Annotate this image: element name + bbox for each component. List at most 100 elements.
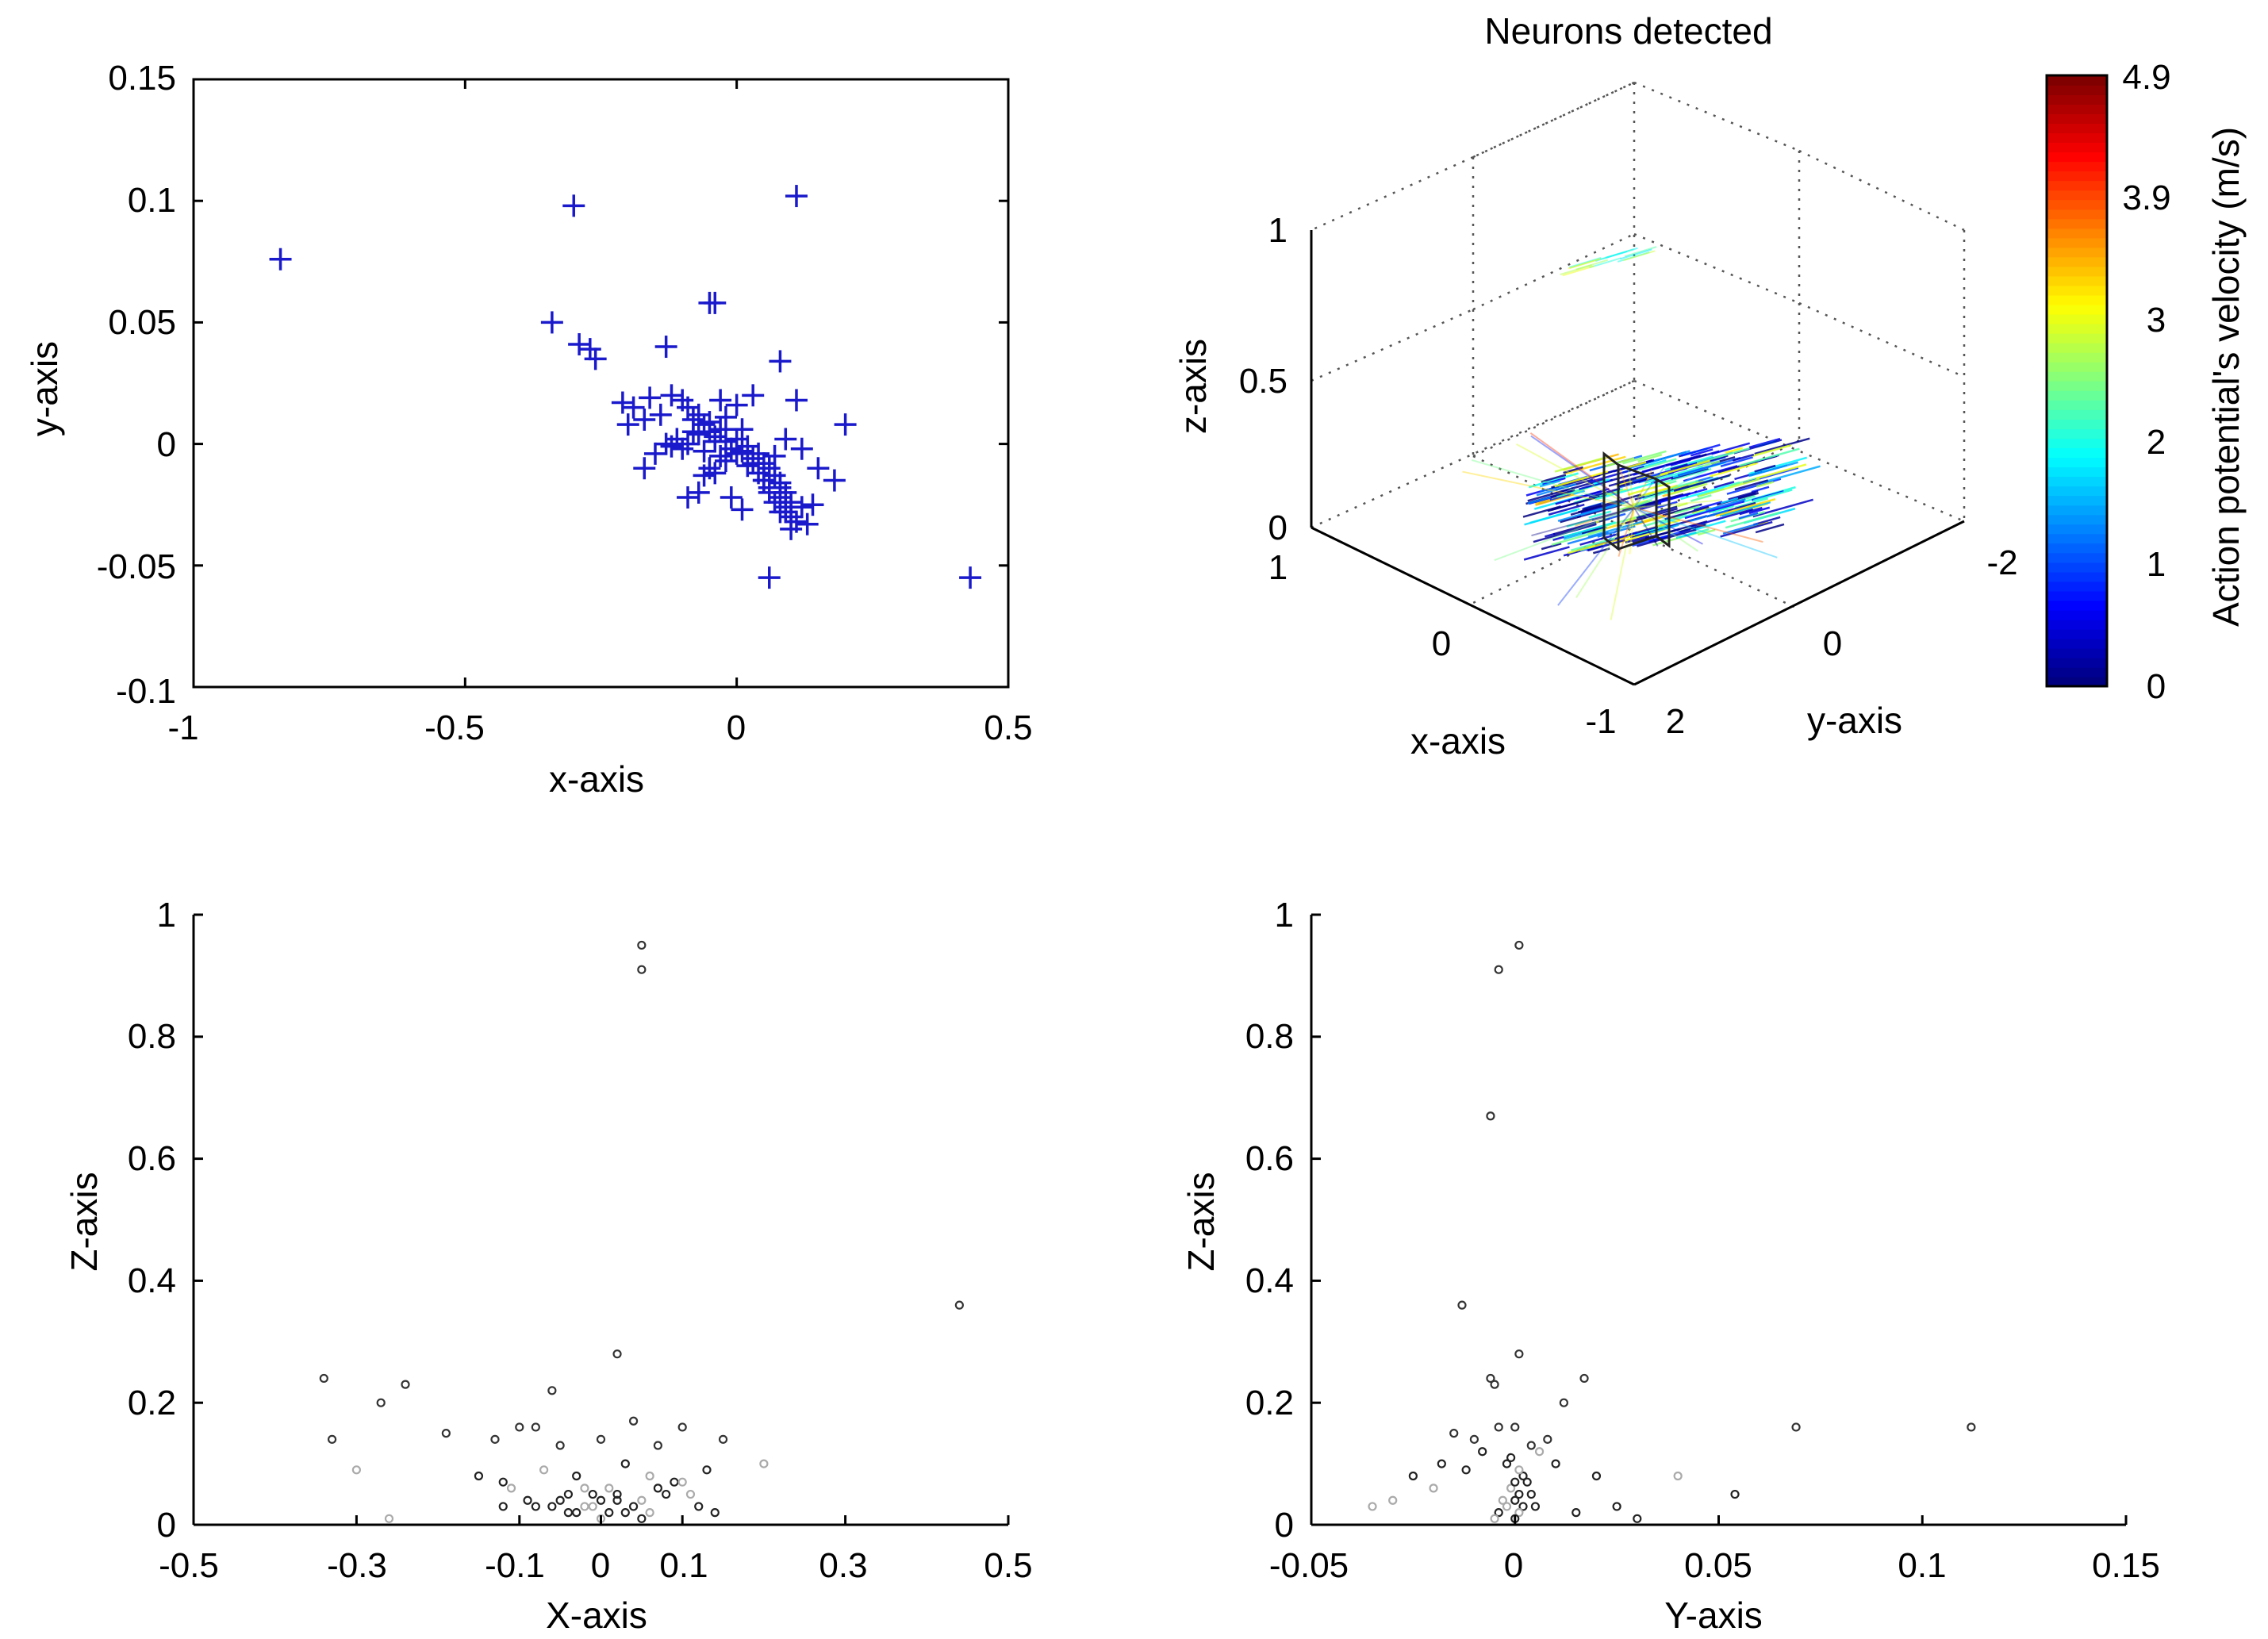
xz-point [694,1502,704,1511]
xz-tick-x-7: 0.5 [984,1546,1032,1585]
xy-point [725,442,748,465]
neuron-streak [1579,478,1614,490]
xz-tick-y-3: 0.4 [128,1261,176,1300]
neuron-ray [1575,507,1635,599]
xz-axes [192,915,1008,1526]
neuron-streak [1725,447,1744,455]
neuron-streak [1580,500,1625,514]
xy-point [693,439,716,463]
neuron-streak [1541,542,1562,551]
xz-point [563,1489,574,1499]
neuron-streak [1695,475,1713,483]
yz-ticks [1310,913,2128,1526]
xz-y-axis-label: Z-axis [63,1172,105,1271]
xz-point [555,1495,565,1505]
yz-point [1469,1434,1479,1444]
yz-data-points [1368,940,1976,1523]
neuron-streak [1587,520,1643,538]
neuron-ray [1627,466,1635,509]
neuron-streak [1710,462,1758,478]
neuron-streak [1722,523,1759,535]
xz-tick-x-6: 0.3 [819,1546,867,1585]
neuron-streak [1639,502,1662,511]
xy-tick-y-4: 0.05 [108,303,176,342]
neuron-streak [1748,437,1781,449]
colorbar-label: Action potential's velocity (m/s) [2205,127,2247,627]
colorbar-step [2047,332,2107,344]
yz-point [1461,1465,1471,1475]
neuron-streak [1725,511,1780,529]
xy-point [742,452,765,475]
neuron-streak [1563,466,1583,474]
xy-point [769,476,792,499]
yz-point [1633,1514,1642,1523]
xz-point [596,1434,606,1444]
xz-point [612,1489,622,1499]
neuron-streak [1547,495,1600,512]
xz-point [563,1508,574,1518]
xy-point [709,389,732,412]
yz-point [1494,1422,1503,1432]
xy-point [654,336,677,359]
yz-point [1494,965,1503,974]
colorbar-step [2047,209,2107,220]
xz-point [653,1441,662,1450]
colorbar-step [2047,323,2107,334]
neuron-streak-upper [1568,257,1602,268]
neuron-streak [1622,450,1667,465]
neuron-streak [1528,472,1579,489]
yz-point [1486,1111,1495,1121]
neuron-streak-upper [1622,250,1656,262]
colorbar-step [2047,275,2107,286]
neuron-ray [1610,507,1635,620]
xy-tick-y-6: 0.15 [108,59,176,98]
neuron-streak-upper [1568,258,1601,270]
colorbar-step [2047,370,2107,382]
neuron-streak [1690,494,1712,502]
neuron-streak [1670,463,1688,470]
y-tick-label-1: 2 [1666,702,1685,741]
colorbar-tick-1: 1 [2147,545,2166,584]
xz-point [539,1465,549,1475]
xy-point [704,291,727,314]
neuron-streak [1753,489,1793,502]
neuron-streak [1681,443,1721,457]
neuron-streak [1563,521,1616,538]
neuron-ray [1471,459,1635,509]
colorbar: 0 1 2 3 3.9 4.9 Action potential's veloc… [2045,58,2247,706]
neuron-streak [1720,456,1754,467]
xy-point [639,386,662,409]
xy-point [698,457,721,480]
colorbar-step [2047,495,2107,506]
xz-data-points [319,940,964,1523]
xy-x-axis-label: x-axis [549,758,644,800]
colorbar-step [2047,142,2107,153]
colorbar-step [2047,113,2107,124]
xy-point [769,501,792,524]
xy-point [780,496,803,519]
xy-point [611,391,634,414]
xz-point [637,1514,647,1523]
xz-point [637,940,647,950]
neuron-streak [1670,459,1691,466]
neuron-streak [1644,479,1699,497]
yz-point [1506,1484,1516,1493]
colorbar-step [2047,647,2107,658]
neuron-streak [1734,479,1769,491]
xy-point [681,420,704,443]
xz-point [441,1429,451,1438]
colorbar-step [2047,409,2107,420]
neuron-streak [1713,481,1735,489]
xz-tick-y-4: 0.6 [128,1139,176,1178]
neuron-streak [1593,478,1610,486]
colorbar-step [2047,94,2107,105]
yz-point [1510,1495,1520,1505]
colorbar-step [2047,390,2107,401]
yz-point [1478,1447,1487,1457]
xy-tick-x-3: 0 [727,708,746,747]
xy-point [584,347,607,370]
neuron-streak [1588,533,1636,549]
xz-point [319,1373,328,1384]
yz-point [1429,1484,1438,1493]
xz-point [523,1495,532,1505]
